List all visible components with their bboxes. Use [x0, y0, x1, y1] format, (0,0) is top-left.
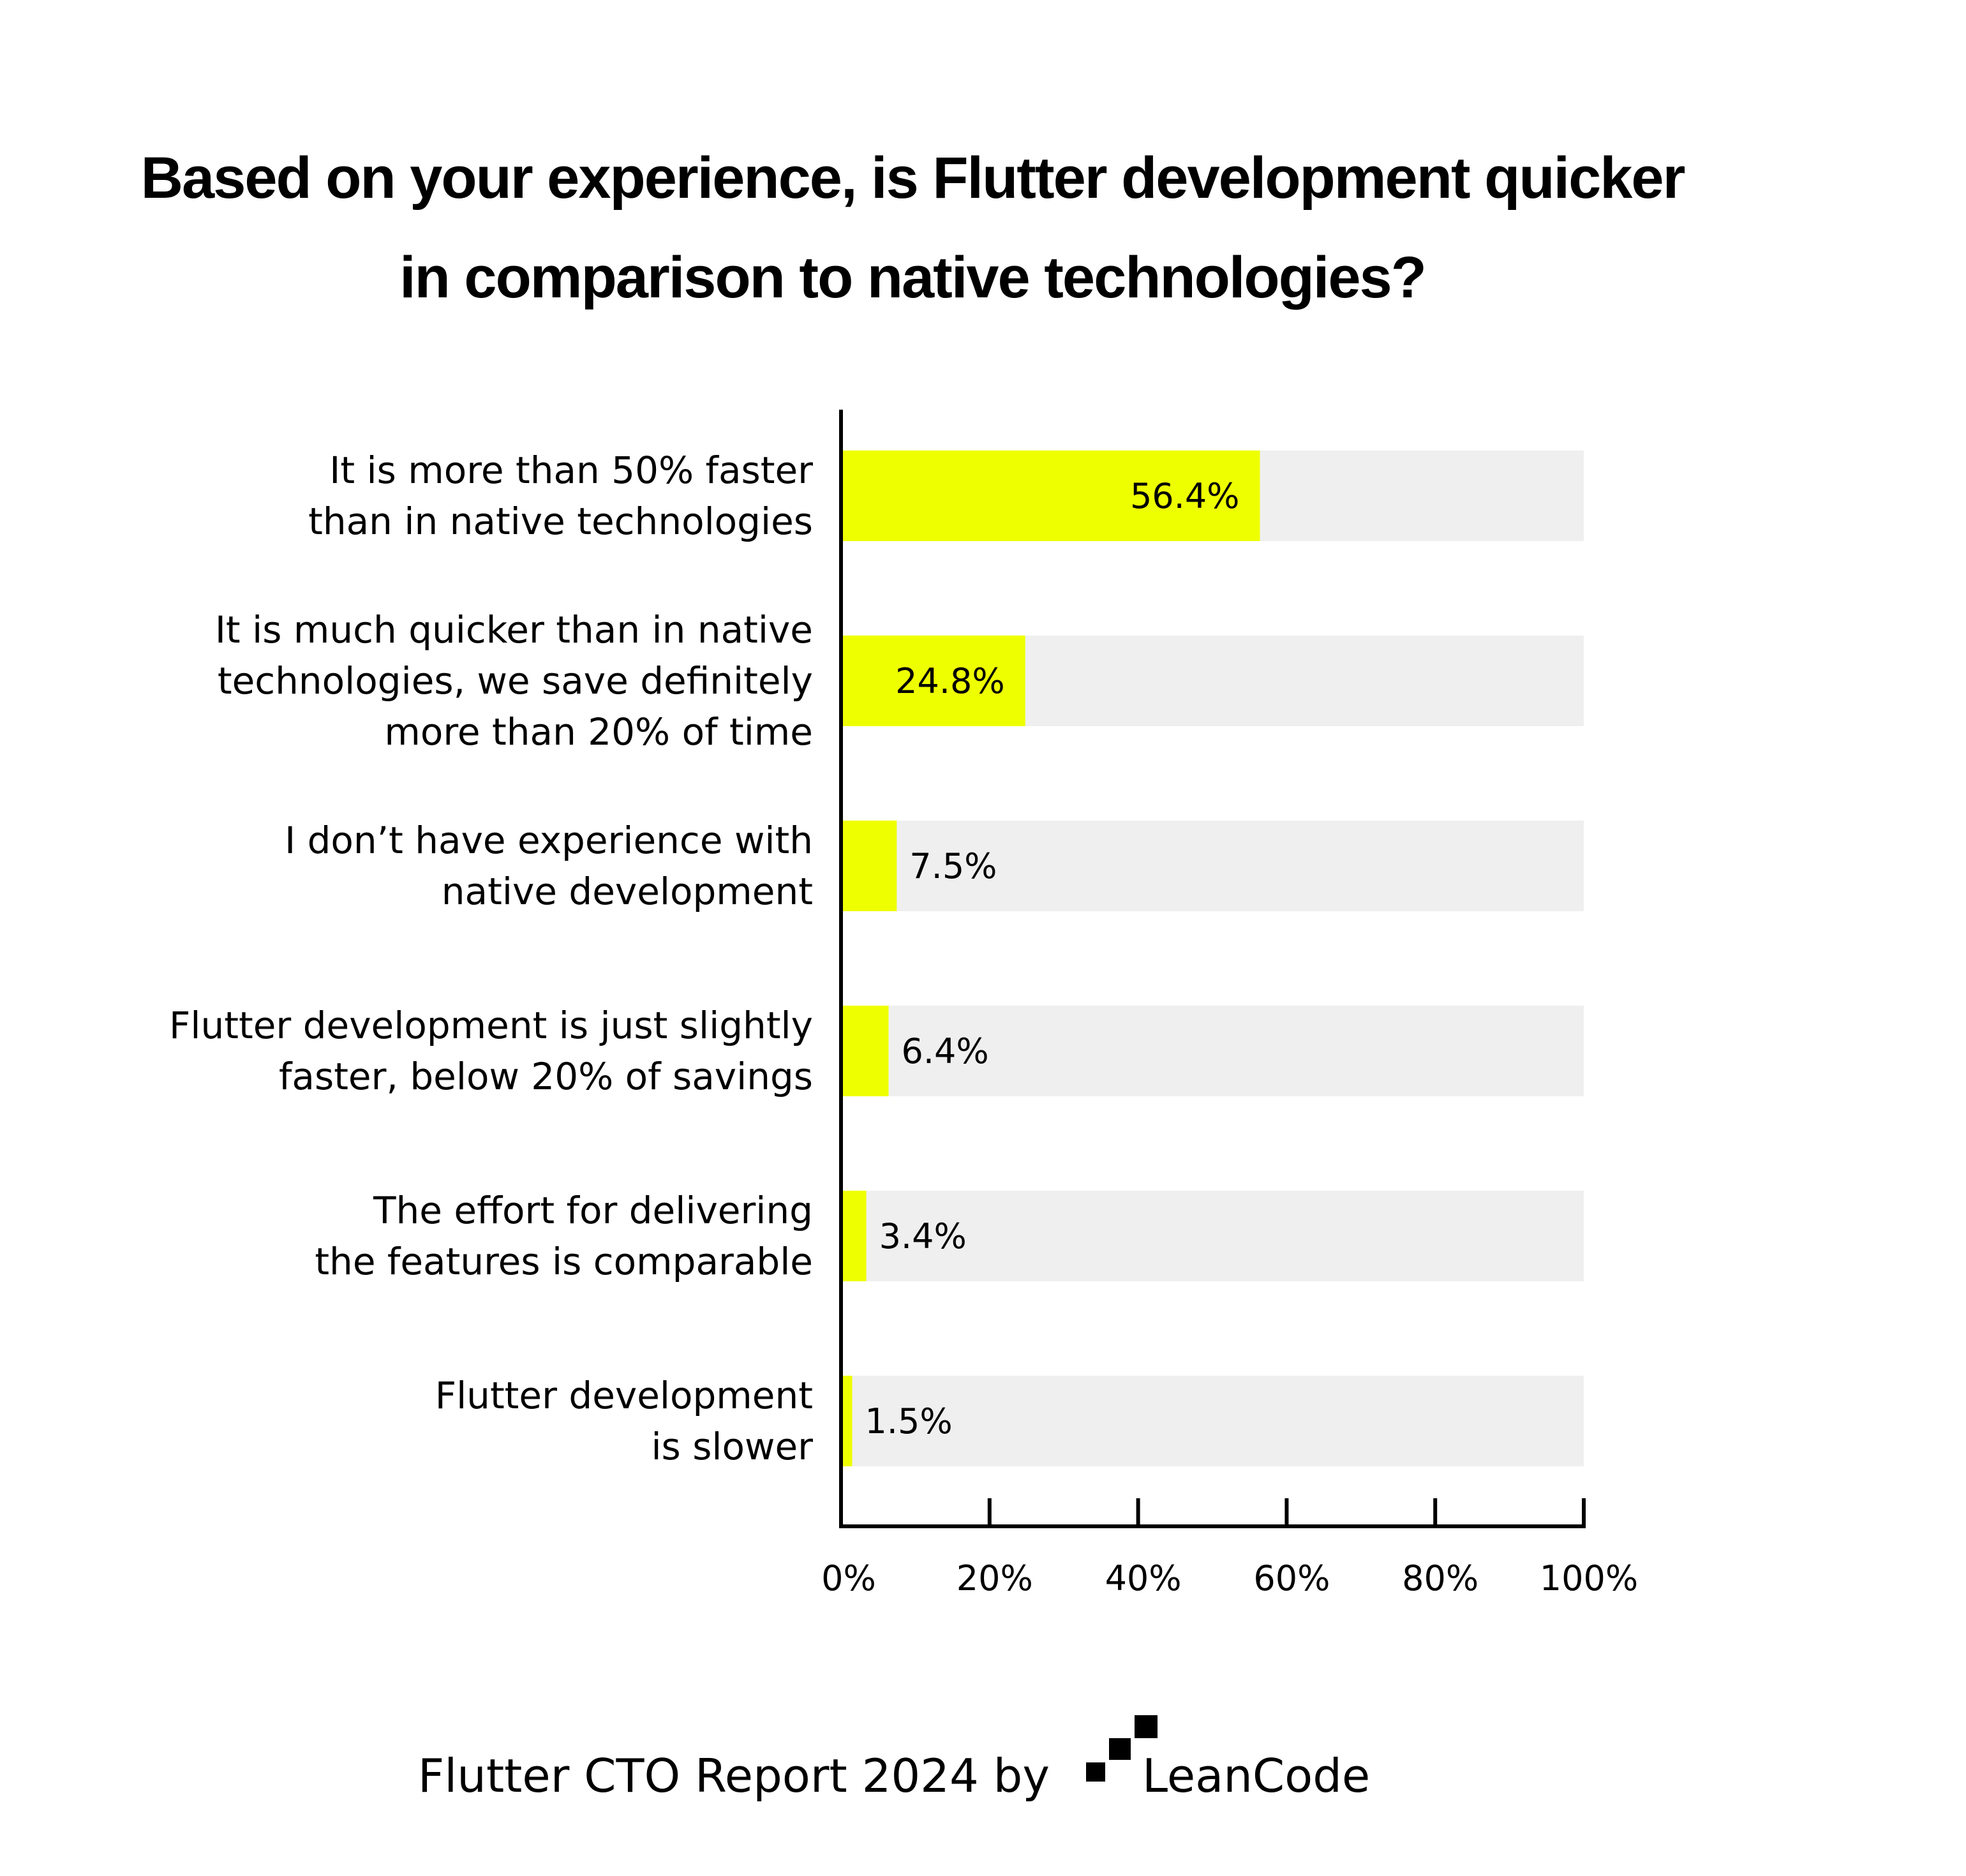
- category-label: more than 20% of time: [384, 710, 813, 754]
- bar: [841, 821, 897, 911]
- chart-title-line: Based on your experience, is Flutter dev…: [141, 145, 1685, 211]
- value-label: 56.4%: [1130, 476, 1240, 516]
- bar: [841, 636, 1025, 726]
- bar: [841, 1006, 889, 1096]
- value-label: 3.4%: [879, 1216, 967, 1256]
- category-label: The effort for delivering: [373, 1189, 813, 1232]
- chart-title-line: in comparison to native technologies?: [399, 245, 1426, 310]
- value-labels: 56.4% 24.8% 7.5% 6.4% 3.4% 1.5%: [865, 476, 1239, 1441]
- footer-text: Flutter CTO Report 2024 by: [418, 1749, 1050, 1803]
- category-label: Flutter development is just slightly: [169, 1004, 813, 1047]
- x-tick-label: 40%: [1105, 1558, 1182, 1598]
- category-labels: It is more than 50% faster than in native…: [169, 449, 813, 1468]
- category-label: It is much quicker than in native: [215, 608, 813, 651]
- x-tick-label: 0%: [821, 1558, 876, 1598]
- bar: [841, 1376, 853, 1466]
- category-label: I don’t have experience with: [285, 819, 813, 862]
- value-label: 1.5%: [865, 1401, 952, 1441]
- x-tick-label: 100%: [1540, 1558, 1638, 1598]
- chart-title: Based on your experience, is Flutter dev…: [141, 145, 1687, 310]
- category-label: the features is comparable: [315, 1240, 813, 1283]
- category-label: technologies, we save definitely: [218, 659, 813, 703]
- category-label: Flutter development: [435, 1374, 813, 1417]
- bars: [841, 450, 1260, 1466]
- bar: [841, 450, 1260, 541]
- bar-track: [841, 1191, 1584, 1281]
- axes: [839, 410, 1586, 1528]
- x-tick-label: 80%: [1402, 1558, 1478, 1598]
- value-label: 24.8%: [895, 661, 1005, 701]
- category-label: than in native technologies: [308, 500, 813, 543]
- category-label: is slower: [651, 1425, 813, 1468]
- footer: Flutter CTO Report 2024 by LeanCode: [418, 1715, 1370, 1803]
- category-label: native development: [442, 870, 813, 913]
- category-label: faster, below 20% of savings: [279, 1055, 813, 1098]
- category-label: It is more than 50% faster: [329, 449, 813, 492]
- x-tick-label: 60%: [1253, 1558, 1330, 1598]
- value-label: 7.5%: [909, 846, 997, 886]
- bar-track: [841, 1006, 1584, 1096]
- bar-track: [841, 821, 1584, 911]
- bar: [841, 1191, 867, 1281]
- footer-brand: LeanCode: [1142, 1749, 1370, 1803]
- value-label: 6.4%: [901, 1031, 988, 1071]
- leancode-logo-icon: [1086, 1715, 1158, 1782]
- x-tick-label: 20%: [957, 1558, 1033, 1598]
- x-ticks: 0% 20% 40% 60% 80% 100%: [821, 1498, 1638, 1598]
- bar-track: [841, 1376, 1584, 1466]
- bar-tracks: [841, 450, 1584, 1466]
